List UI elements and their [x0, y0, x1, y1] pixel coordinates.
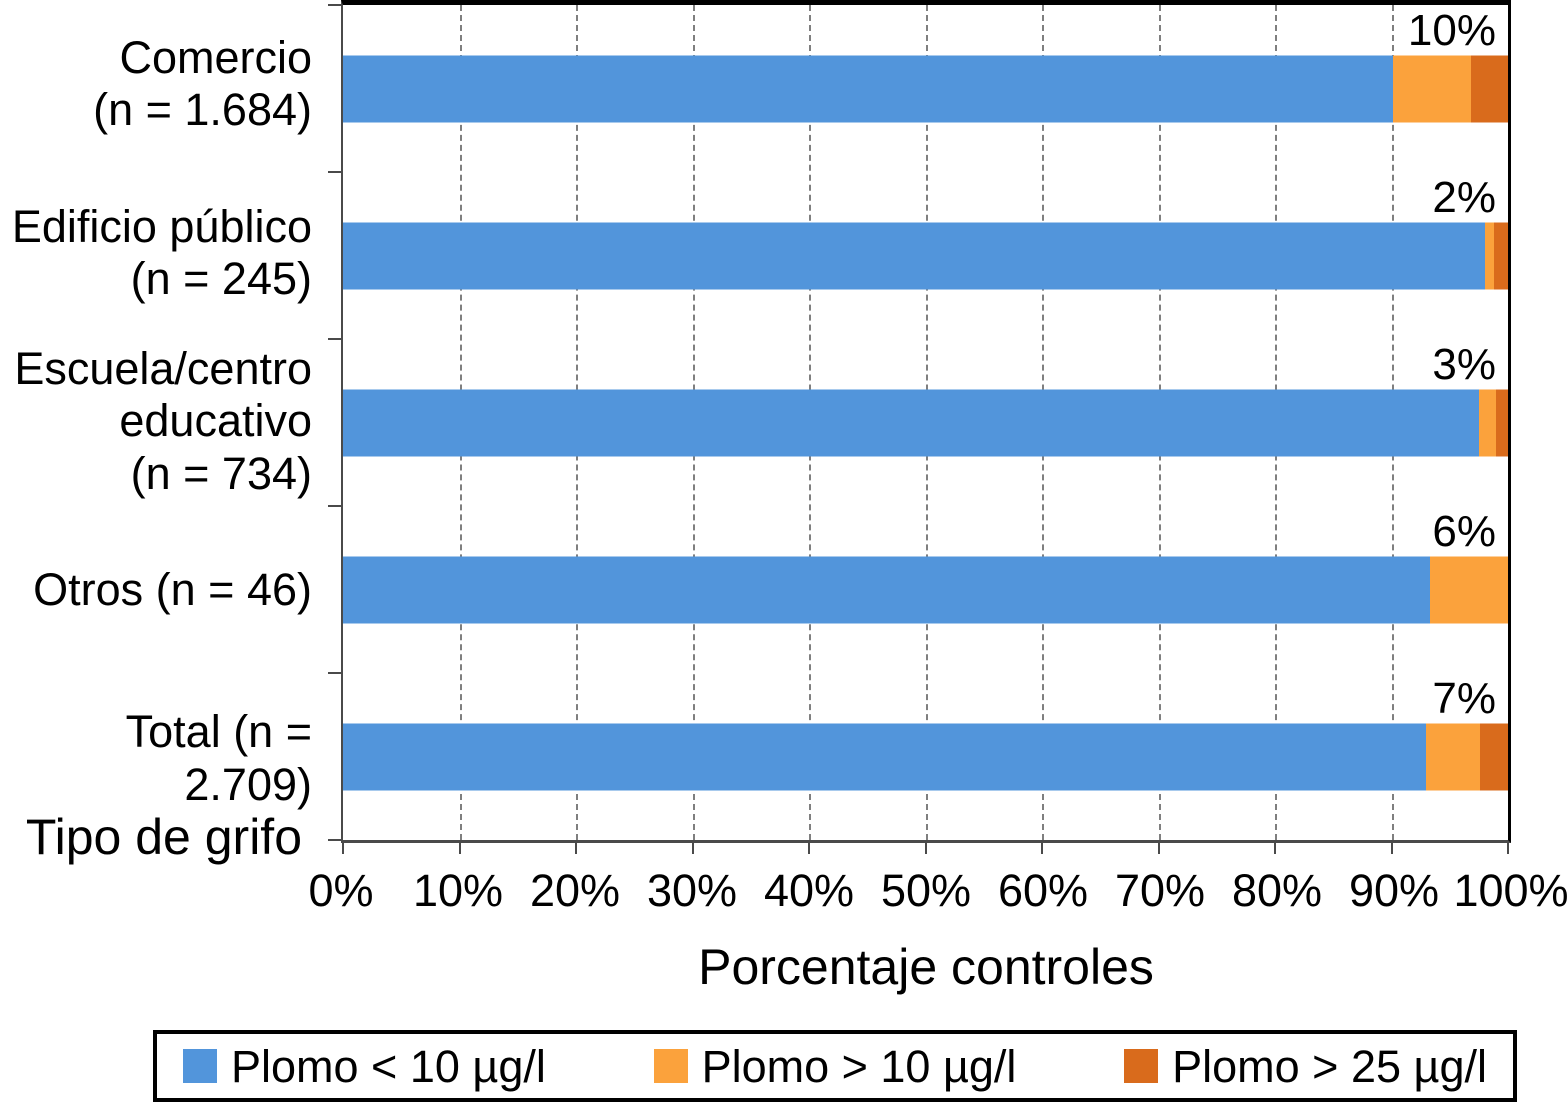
- legend-label: Plomo > 25 µg/l: [1172, 1040, 1487, 1092]
- category-label-comercio: Comercio (n = 1.684): [93, 32, 312, 136]
- category-label-escuela: Escuela/centro educativo (n = 734): [14, 343, 312, 499]
- legend-swatch-plomo-gt25: [1124, 1049, 1159, 1083]
- bar-segment-plomo-gt25: [1470, 55, 1508, 122]
- x-axis-title: Porcentaje controles: [698, 939, 1154, 995]
- y-axis-tick: [328, 338, 341, 340]
- x-tick-label: 10%: [412, 865, 504, 916]
- y-axis-tick: [328, 839, 341, 841]
- bar-value-label: 6%: [1432, 506, 1496, 556]
- y-axis-tick: [328, 4, 341, 6]
- stacked-bar: [343, 389, 1508, 456]
- x-axis-tick-labels: 0% 10% 20% 30% 40% 50% 60% 70% 80% 90% 1…: [308, 865, 1568, 918]
- bar-segment-plomo-gt25: [1496, 389, 1508, 456]
- legend: Plomo < 10 µg/l Plomo > 10 µg/l Plomo > …: [153, 1030, 1517, 1102]
- x-tick-label: 0%: [308, 865, 374, 916]
- x-tick-label: 20%: [529, 865, 621, 916]
- x-tick-label: 50%: [880, 865, 972, 916]
- bar-value-label: 10%: [1407, 5, 1496, 55]
- bar-segment-plomo-gt25: [1494, 222, 1508, 289]
- x-axis-tick: [1157, 843, 1160, 854]
- x-tick-label: 90%: [1348, 865, 1440, 916]
- bar-segment-plomo-gt10: [1426, 723, 1481, 790]
- bar-value-label: 2%: [1432, 172, 1496, 222]
- x-axis-tick: [691, 843, 694, 854]
- bar-value-label: 7%: [1432, 673, 1496, 723]
- bar-segment-plomo-lt10: [343, 55, 1393, 122]
- y-axis-tick: [328, 171, 341, 173]
- bar-row-comercio: 10%: [343, 5, 1508, 172]
- y-axis-tick: [328, 672, 341, 674]
- plot-area: 10% 2% 3%: [328, 0, 1511, 854]
- legend-item-plomo-lt10: Plomo < 10 µg/l: [183, 1044, 546, 1089]
- bar-segment-plomo-lt10: [343, 556, 1430, 623]
- y-axis-title: Tipo de grifo: [25, 809, 302, 865]
- y-axis-tick: [328, 505, 341, 507]
- x-axis-tick: [1041, 843, 1043, 854]
- category-label-edificio-publico: Edificio público (n = 245): [11, 200, 312, 304]
- bar-segment-plomo-gt10: [1392, 55, 1471, 122]
- bar-segment-plomo-gt10: [1429, 556, 1508, 623]
- x-axis-tick: [1274, 843, 1276, 854]
- legend-label: Plomo > 10 µg/l: [701, 1040, 1017, 1092]
- legend-item-plomo-gt25: Plomo > 25 µg/l: [1124, 1044, 1487, 1089]
- bar-row-edificio-publico: 2%: [343, 172, 1508, 339]
- legend-item-plomo-gt10: Plomo > 10 µg/l: [653, 1040, 1017, 1092]
- stacked-bar: [343, 55, 1508, 122]
- bar-row-escuela: 3%: [343, 339, 1508, 506]
- bar-segment-plomo-gt10: [1478, 389, 1497, 456]
- category-label-otros: Otros (n = 46): [33, 563, 312, 615]
- stacked-bar: [343, 556, 1508, 623]
- bar-segment-plomo-gt10: [1484, 222, 1494, 289]
- category-label-total: Total (n = 2.709): [125, 706, 312, 810]
- x-tick-label: 80%: [1231, 865, 1323, 916]
- category-labels: Comercio (n = 1.684) Edificio público (n…: [0, 0, 312, 843]
- bar-segment-plomo-lt10: [343, 389, 1479, 456]
- legend-swatch-plomo-gt10: [653, 1049, 688, 1083]
- bar-rows: 10% 2% 3%: [343, 5, 1508, 840]
- x-axis-tick: [1507, 843, 1509, 854]
- legend-swatch-plomo-lt10: [183, 1049, 217, 1083]
- x-tick-label: 100%: [1453, 865, 1568, 916]
- bar-value-label: 3%: [1432, 339, 1496, 389]
- bar-segment-plomo-gt25: [1480, 723, 1508, 790]
- bar-row-otros: 6%: [343, 506, 1508, 673]
- x-axis-tick: [458, 843, 461, 854]
- x-tick-label: 30%: [646, 865, 738, 916]
- bar-segment-plomo-lt10: [343, 222, 1485, 289]
- x-axis-tick: [575, 843, 577, 854]
- legend-label: Plomo < 10 µg/l: [231, 1040, 546, 1092]
- stacked-bar: [343, 723, 1508, 790]
- x-tick-label: 60%: [997, 865, 1089, 916]
- x-axis-tick: [924, 843, 927, 854]
- x-axis-tick: [1390, 843, 1393, 854]
- x-tick-label: 40%: [763, 865, 855, 916]
- bar-row-total: 7%: [343, 673, 1508, 840]
- x-axis-tick: [808, 843, 810, 854]
- bar-segment-plomo-lt10: [343, 723, 1427, 790]
- x-axis-tick: [342, 843, 344, 854]
- x-tick-label: 70%: [1114, 865, 1206, 916]
- stacked-bar: [343, 222, 1508, 289]
